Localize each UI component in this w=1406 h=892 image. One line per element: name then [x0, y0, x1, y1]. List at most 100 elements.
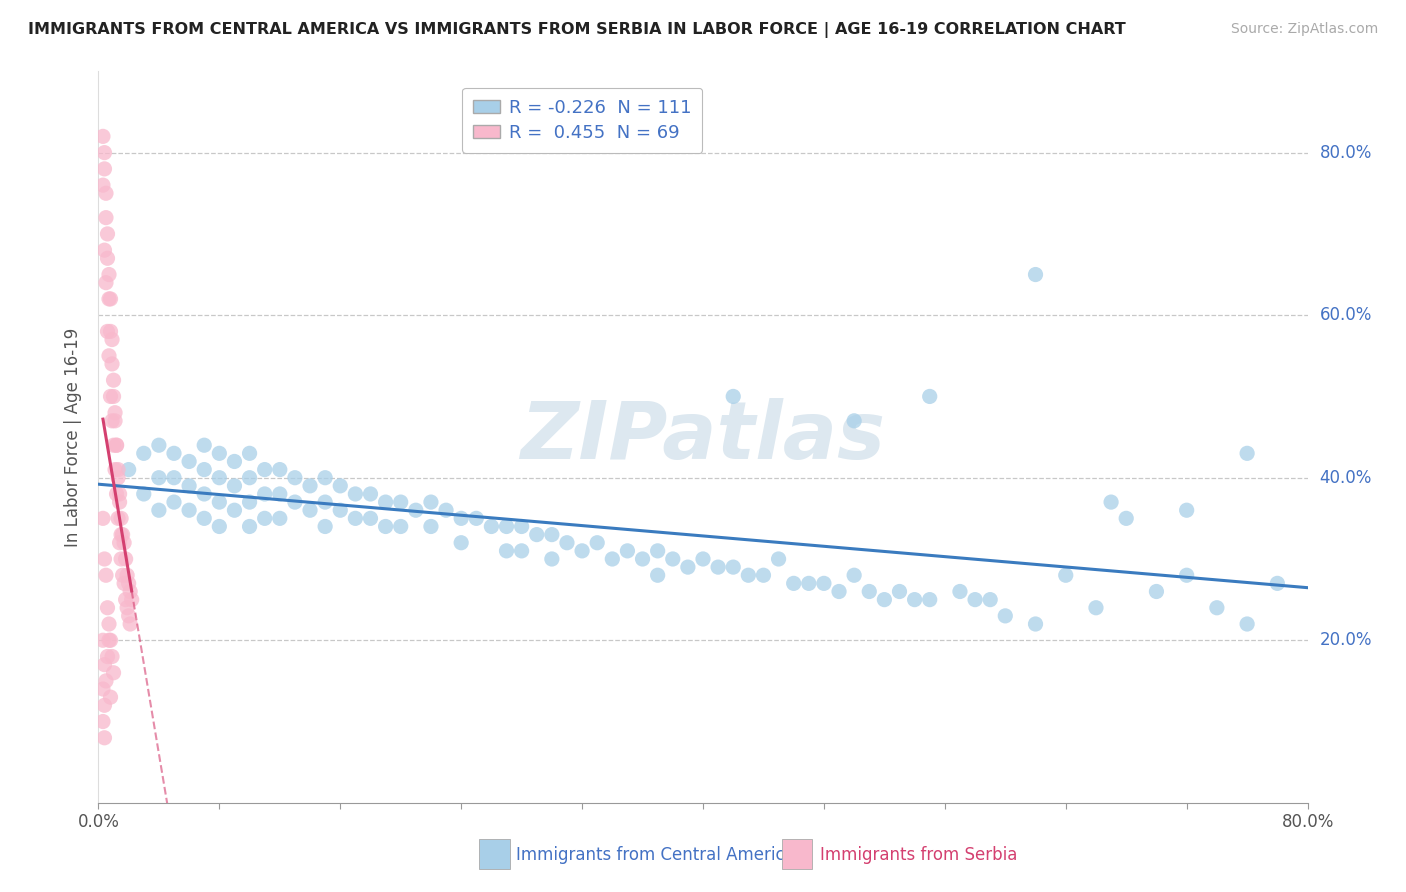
Point [93, 145, 115, 160]
Point [813, 576, 835, 591]
Text: ZIPatlas: ZIPatlas [520, 398, 886, 476]
Point [93, 698, 115, 713]
Point [949, 584, 972, 599]
Point [904, 592, 927, 607]
Point [111, 568, 134, 582]
Point [586, 535, 609, 549]
Point [918, 389, 941, 403]
Text: IMMIGRANTS FROM CENTRAL AMERICA VS IMMIGRANTS FROM SERBIA IN LABOR FORCE | AGE 1: IMMIGRANTS FROM CENTRAL AMERICA VS IMMIG… [28, 22, 1126, 38]
Point [783, 576, 806, 591]
Point [239, 471, 262, 485]
Point [540, 552, 562, 566]
Point [434, 503, 457, 517]
Point [103, 389, 125, 403]
Point [631, 552, 654, 566]
Point [96, 252, 118, 266]
Point [93, 552, 115, 566]
Point [100, 292, 122, 306]
Point [114, 592, 136, 607]
Point [224, 479, 246, 493]
Point [94, 211, 117, 225]
Point [179, 479, 201, 493]
Point [889, 584, 911, 599]
Point [104, 414, 127, 428]
Point [253, 487, 276, 501]
Point [389, 519, 412, 533]
Point [723, 389, 745, 403]
Point [96, 325, 118, 339]
Point [707, 560, 730, 574]
Point [100, 690, 122, 705]
Point [495, 519, 517, 533]
Point [208, 471, 231, 485]
Point [1267, 576, 1289, 591]
Point [163, 495, 186, 509]
Point [105, 438, 128, 452]
Point [329, 503, 352, 517]
Point [1236, 446, 1258, 460]
Point [344, 511, 367, 525]
Point [299, 479, 322, 493]
Point [253, 462, 276, 476]
Point [510, 544, 533, 558]
Point [555, 535, 578, 549]
Point [108, 487, 131, 501]
Point [208, 519, 231, 533]
Point [284, 495, 307, 509]
Point [224, 503, 246, 517]
Point [314, 519, 336, 533]
Text: Immigrants from Serbia: Immigrants from Serbia [820, 847, 1018, 864]
Point [450, 535, 472, 549]
Point [110, 527, 132, 541]
Point [1175, 503, 1198, 517]
Point [1144, 584, 1167, 599]
Point [193, 438, 215, 452]
Point [98, 617, 121, 632]
Point [101, 649, 124, 664]
Point [115, 568, 138, 582]
Point [269, 511, 291, 525]
Point [120, 584, 142, 599]
Point [110, 552, 132, 566]
Point [269, 487, 291, 501]
Point [94, 276, 117, 290]
Point [118, 576, 141, 591]
Point [329, 479, 352, 493]
Point [107, 462, 129, 476]
Point [93, 657, 115, 672]
Point [105, 487, 128, 501]
Point [111, 527, 134, 541]
Point [91, 681, 114, 696]
Point [1085, 600, 1108, 615]
Point [94, 568, 117, 582]
Point [844, 568, 866, 582]
Point [121, 592, 143, 607]
Point [179, 454, 201, 468]
Point [91, 178, 114, 193]
Point [450, 511, 472, 525]
Text: Immigrants from Central America: Immigrants from Central America [516, 847, 794, 864]
Point [858, 584, 880, 599]
Point [1054, 568, 1077, 582]
Text: 80.0%: 80.0% [1320, 144, 1372, 161]
Point [1024, 268, 1046, 282]
Point [1236, 617, 1258, 632]
Point [344, 487, 367, 501]
Point [148, 471, 170, 485]
Point [163, 446, 186, 460]
Point [104, 406, 127, 420]
Point [314, 495, 336, 509]
Point [98, 349, 121, 363]
Point [495, 544, 517, 558]
Y-axis label: In Labor Force | Age 16-19: In Labor Force | Age 16-19 [65, 327, 83, 547]
Point [148, 503, 170, 517]
Point [465, 511, 488, 525]
Point [112, 576, 135, 591]
Point [1175, 568, 1198, 582]
Point [647, 544, 669, 558]
Point [239, 519, 262, 533]
Point [979, 592, 1001, 607]
Point [100, 325, 122, 339]
Point [797, 576, 820, 591]
Point [571, 544, 593, 558]
